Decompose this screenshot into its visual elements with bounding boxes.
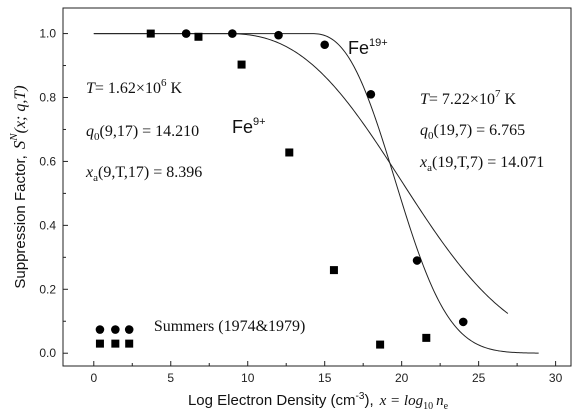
y-tick-label: 0.2 bbox=[39, 282, 56, 296]
ion-label-fe9: Fe9+ bbox=[232, 116, 266, 137]
y-tick-label: 0.0 bbox=[39, 346, 56, 360]
y-tick-label: 0.4 bbox=[39, 218, 56, 232]
plot-frame bbox=[62, 7, 572, 367]
x-axis-ticks: 0 5 10 15 20 25 30 bbox=[90, 361, 563, 385]
x-tick-label: 25 bbox=[472, 371, 486, 385]
fe9-data-point bbox=[146, 29, 155, 38]
fe19-fit-curve bbox=[93, 33, 539, 354]
y-tick-label: 1.0 bbox=[39, 27, 56, 41]
legend-square-marker bbox=[95, 339, 104, 348]
legend-circle-marker bbox=[124, 325, 134, 334]
fe19-data-point bbox=[458, 317, 468, 327]
fe19-temperature-label: T= 7.22×107 K bbox=[420, 88, 516, 108]
fe9-data-point bbox=[376, 340, 385, 349]
fe19-data-point bbox=[320, 40, 329, 50]
fe19-xa-label: xa(19,T,7) = 14.071 bbox=[419, 154, 544, 174]
y-axis-title: Suppression Factor,SN(x; q,T) bbox=[8, 85, 29, 288]
fe19-data-point bbox=[412, 256, 422, 265]
fe9-data-point bbox=[285, 148, 294, 157]
fe9-q0-label: q0(9,17) = 14.210 bbox=[86, 123, 199, 143]
x-tick-label: 15 bbox=[318, 371, 332, 385]
y-tick-label: 0.6 bbox=[39, 154, 56, 168]
fe9-temperature-label: T= 1.62×106 K bbox=[86, 77, 182, 97]
legend-label: Summers (1974&1979) bbox=[154, 318, 306, 335]
x-tick-label: 20 bbox=[395, 371, 409, 385]
fe19-q0-label: q0(19,7) = 6.765 bbox=[420, 122, 525, 142]
legend-square-marker bbox=[125, 339, 134, 348]
fe19-data-point bbox=[274, 30, 283, 40]
legend: Summers (1974&1979) bbox=[95, 318, 306, 348]
y-axis-ticks: 0.0 0.2 0.4 0.6 0.8 1.0 bbox=[39, 27, 68, 360]
fe9-xa-label: xa(9,T,17) = 8.396 bbox=[85, 164, 202, 184]
legend-circle-marker bbox=[95, 325, 105, 334]
y-tick-label: 0.8 bbox=[39, 91, 56, 105]
x-tick-label: 0 bbox=[90, 371, 97, 385]
fe19-data-point bbox=[228, 29, 237, 38]
fit-curves bbox=[93, 33, 539, 354]
x-tick-label: 30 bbox=[549, 371, 563, 385]
fe19-data-point bbox=[366, 90, 376, 99]
fe19-data-point bbox=[181, 29, 191, 38]
x-tick-label: 5 bbox=[167, 371, 174, 385]
x-tick-label: 10 bbox=[241, 371, 255, 385]
fe9-data-point bbox=[194, 32, 203, 41]
fe9-data-point bbox=[422, 333, 431, 342]
ion-label-fe19: Fe19+ bbox=[348, 37, 388, 58]
x-axis-title: Log Electron Density (cm-3), x = log10 ne bbox=[188, 391, 449, 412]
legend-circle-marker bbox=[111, 325, 120, 334]
fe9-data-point bbox=[329, 266, 338, 275]
legend-square-marker bbox=[111, 339, 120, 348]
data-markers bbox=[146, 29, 468, 349]
fe9-data-point bbox=[237, 60, 246, 69]
